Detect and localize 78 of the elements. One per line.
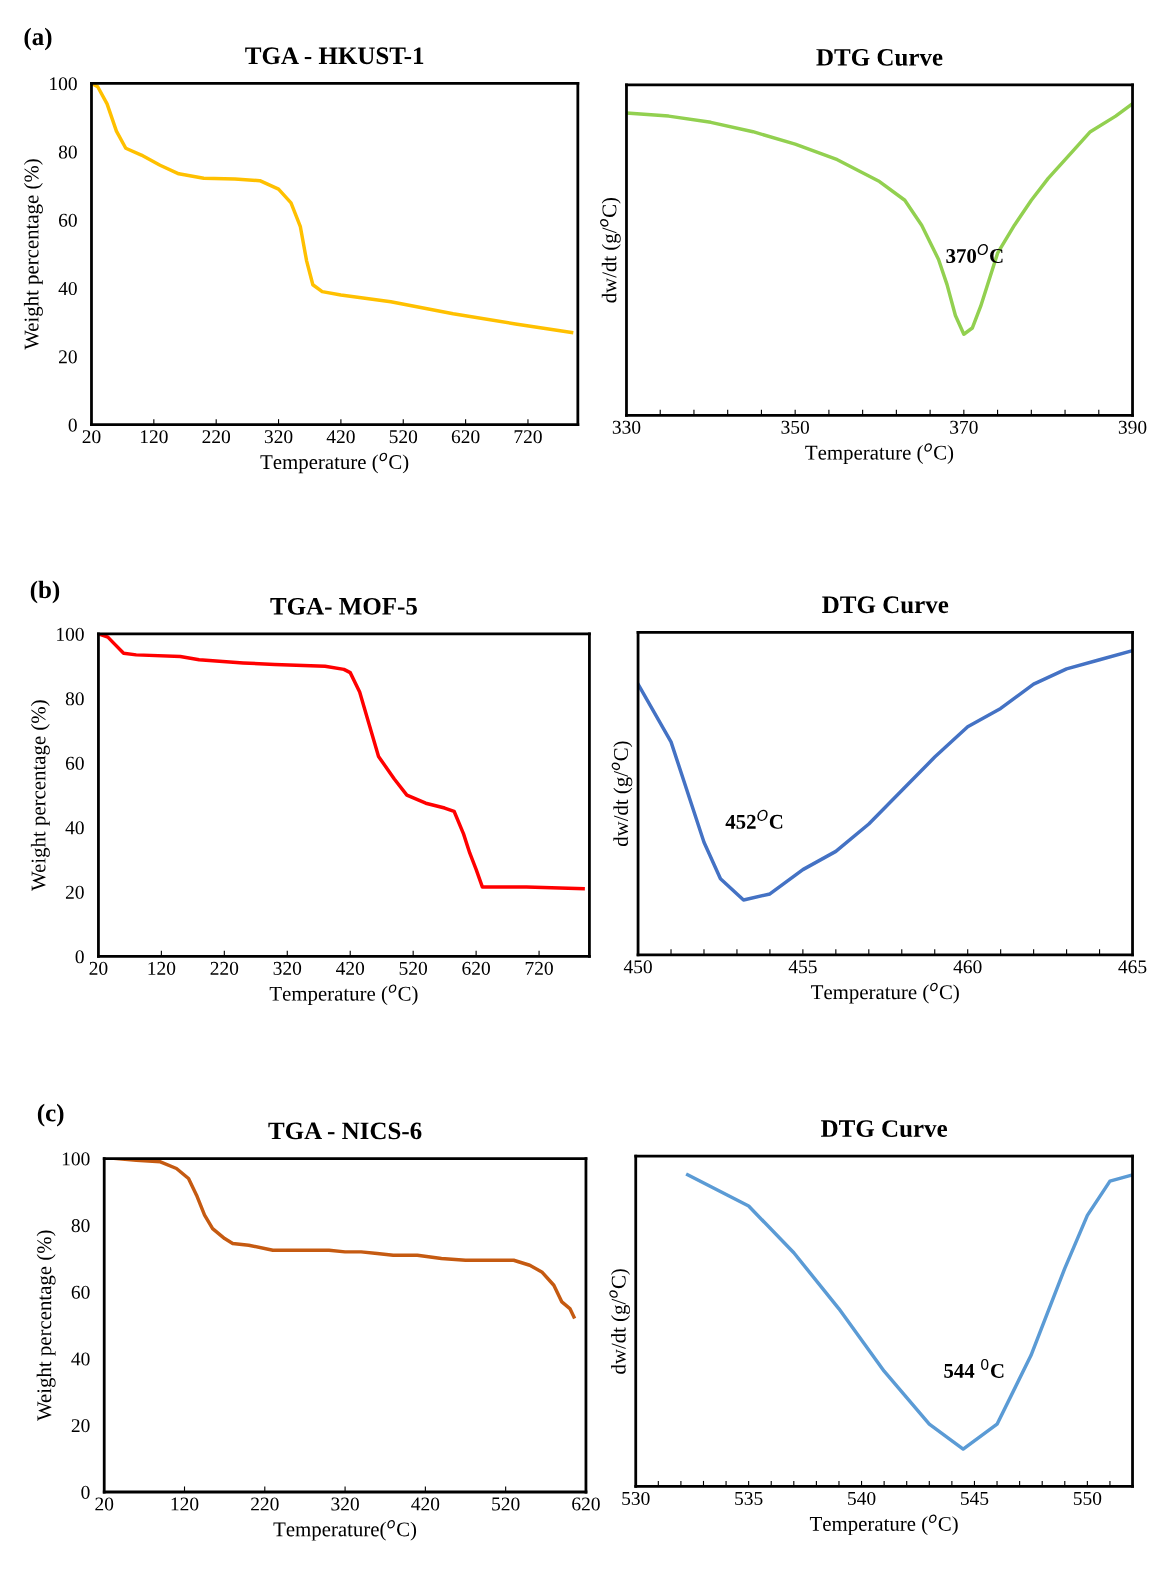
y-axis-title: Weight percentage (%)	[36, 1230, 56, 1421]
x-axis-title: Temperature ($^{o}$C)	[809, 1514, 958, 1536]
y-tick-label: 80	[71, 1219, 90, 1233]
chart-title: DTG Curve	[822, 596, 949, 614]
y-tick-label: 20	[71, 1419, 90, 1433]
chart-title: TGA - NICS-6	[268, 1122, 422, 1140]
x-tick-label: 220	[202, 430, 231, 444]
x-tick-label: 330	[612, 420, 641, 434]
x-tick-label: 320	[273, 961, 302, 975]
x-tick-label: 720	[525, 961, 553, 975]
x-tick-label: 120	[140, 430, 168, 444]
chart-title: TGA- MOF-5	[270, 597, 417, 615]
x-tick-label: 530	[622, 1491, 650, 1506]
y-tick-label: 100	[62, 1152, 90, 1166]
x-tick-label: 420	[336, 961, 365, 975]
x-tick-label: 720	[514, 430, 542, 444]
x-tick-label: 455	[788, 960, 817, 974]
text: (b)	[30, 580, 60, 604]
chart-title: DTG Curve	[821, 1120, 948, 1138]
y-axis-title: Weight percentage (%)	[23, 159, 43, 350]
y-tick-label: 60	[65, 756, 84, 770]
x-tick-label: 465	[1118, 960, 1147, 974]
text: (c)	[37, 1103, 64, 1127]
y-tick-label: 20	[65, 885, 84, 899]
x-tick-label: 20	[89, 961, 108, 975]
y-tick-label: 40	[65, 821, 84, 835]
x-tick-label: 545	[961, 1492, 989, 1506]
x-tick-label: 220	[251, 1497, 279, 1511]
x-tick-label: 320	[264, 430, 293, 444]
annotation: 452$^{O}$C	[725, 809, 783, 829]
annotation: 544 $^{0}$C	[944, 1358, 1004, 1378]
x-tick-label: 20	[95, 1497, 114, 1511]
x-tick-label: 520	[492, 1497, 520, 1511]
y-tick-label: 80	[65, 692, 84, 706]
x-tick-label: 450	[623, 960, 652, 974]
x-tick-label: 390	[1118, 420, 1147, 434]
x-tick-label: 520	[389, 430, 418, 444]
y-tick-label: 40	[58, 281, 77, 296]
line-series	[91, 83, 574, 335]
x-tick-label: 420	[411, 1497, 440, 1511]
line-series	[98, 633, 585, 891]
x-tick-label: 535	[735, 1491, 763, 1506]
x-tick-label: 120	[148, 961, 176, 975]
y-tick-label: 0	[68, 418, 77, 432]
x-axis-title: Temperature ($^{o}$C)	[269, 984, 418, 1006]
x-tick-label: 620	[462, 961, 490, 975]
x-tick-label: 420	[326, 430, 355, 444]
y-tick-label: 60	[58, 213, 77, 227]
x-tick-label: 370	[950, 420, 978, 434]
chart-title: TGA - HKUST-1	[245, 47, 424, 65]
x-axis-title: Temperature($^{o}$C)	[273, 1520, 417, 1541]
y-tick-label: 60	[71, 1285, 90, 1299]
y-tick-label: 0	[81, 1485, 90, 1499]
x-tick-label: 350	[781, 420, 809, 434]
y-axis-title: dw/dt (g/$^{o}$C)	[600, 197, 621, 303]
x-axis-title: Temperature ($^{o}$C)	[805, 443, 954, 464]
y-tick-label: 80	[58, 145, 77, 159]
text: (a)	[24, 27, 52, 51]
y-tick-label: 20	[59, 350, 77, 364]
x-tick-label: 520	[399, 961, 428, 975]
x-tick-label: 620	[572, 1497, 600, 1511]
x-tick-label: 320	[331, 1497, 359, 1511]
x-tick-label: 550	[1073, 1491, 1102, 1506]
x-tick-label: 620	[451, 430, 480, 444]
y-tick-label: 100	[57, 627, 84, 641]
x-tick-label: 120	[171, 1497, 199, 1511]
y-axis-title: Weight percentage (%)	[30, 700, 50, 891]
y-tick-label: 40	[71, 1352, 90, 1366]
chart-title: DTG Curve	[816, 48, 943, 66]
x-axis-title: Temperature ($^{o}$C)	[260, 452, 409, 474]
y-axis-title: dw/dt (g/$^{o}$C)	[609, 1269, 630, 1374]
x-tick-label: 460	[953, 960, 982, 974]
x-axis-title: Temperature ($^{o}$C)	[811, 982, 959, 1004]
y-tick-label: 100	[50, 77, 77, 91]
x-tick-label: 540	[848, 1491, 876, 1506]
y-axis-title: dw/dt (g/$^{o}$C)	[611, 741, 633, 847]
x-tick-label: 220	[210, 961, 239, 975]
y-tick-label: 0	[75, 950, 84, 964]
